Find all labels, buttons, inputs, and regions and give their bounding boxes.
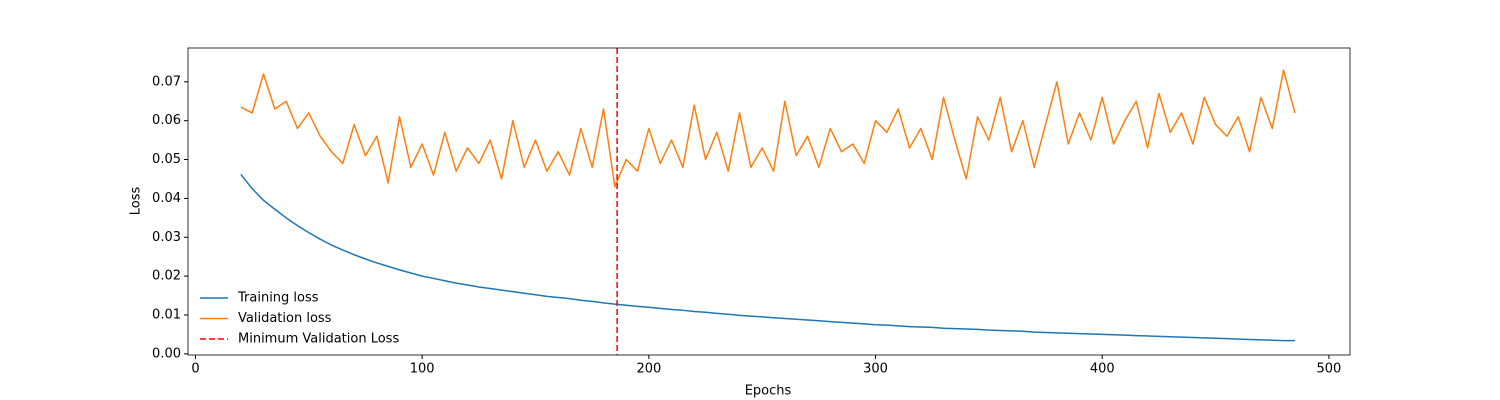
y-tick-label: 0.02: [152, 269, 181, 284]
y-tick-label: 0.06: [152, 113, 181, 128]
y-tick-label: 0.04: [152, 191, 181, 206]
x-tick-label: 500: [1317, 362, 1342, 377]
y-tick-label: 0.00: [152, 346, 181, 361]
x-tick-label: 300: [863, 362, 888, 377]
legend-label: Training loss: [237, 291, 319, 306]
x-axis-label: Epochs: [745, 384, 792, 399]
x-tick-label: 200: [636, 362, 661, 377]
y-tick-label: 0.01: [152, 307, 181, 322]
y-tick-label: 0.05: [152, 152, 181, 167]
y-axis-label: Loss: [129, 187, 144, 216]
data-line: [240, 69, 1296, 188]
x-tick-label: 400: [1090, 362, 1115, 377]
y-tick-label: 0.03: [152, 230, 181, 245]
x-tick-label: 0: [191, 362, 199, 377]
x-tick-label: 100: [410, 362, 435, 377]
legend-label: Minimum Validation Loss: [238, 332, 399, 347]
data-line: [240, 173, 1295, 342]
plot-frame: [187, 47, 1351, 356]
y-tick-label: 0.07: [152, 74, 181, 89]
legend-label: Validation loss: [238, 311, 332, 326]
